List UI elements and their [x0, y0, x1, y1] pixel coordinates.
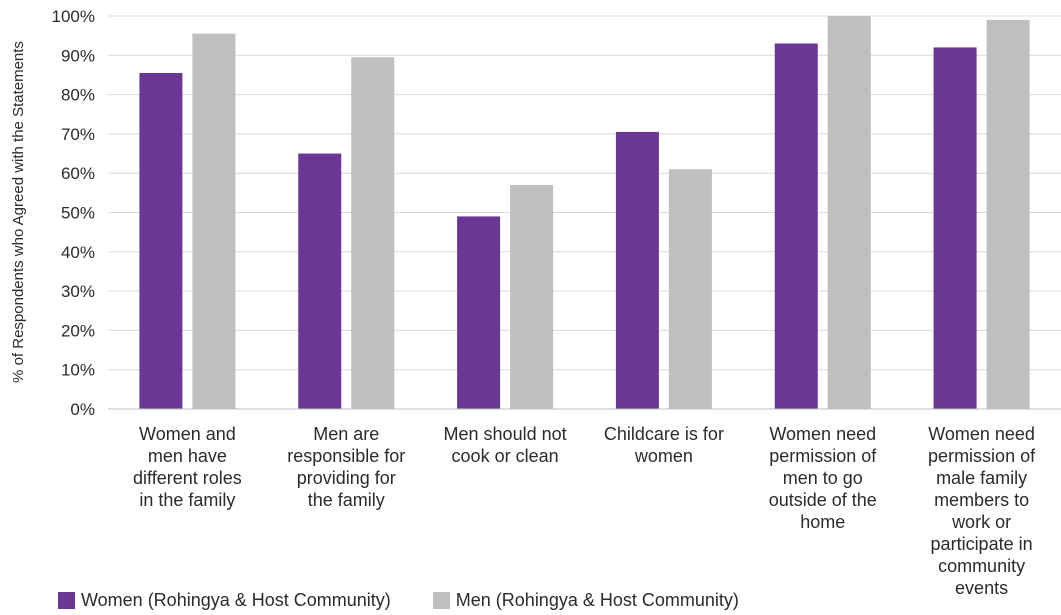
y-tick-label: 50% [61, 204, 95, 223]
y-tick-label: 40% [61, 243, 95, 262]
y-tick-label: 90% [61, 46, 95, 65]
legend-label-men: Men (Rohingya & Host Community) [455, 589, 739, 610]
x-category-label: Women and men have different roles in the f… [133, 424, 242, 510]
y-tick-label: 100% [52, 7, 95, 26]
y-tick-label: 60% [61, 164, 95, 183]
legend: Women (Rohingya & Host Community) Men (R… [58, 588, 781, 612]
gridlines [108, 15, 1061, 371]
y-axis-title: % of Respondents who Agreed with the Sta… [10, 41, 27, 383]
legend-item-men: Men (Rohingya & Host Community) [432, 589, 739, 611]
bar-men [510, 184, 554, 409]
x-category-label: Men should not cook or clean [444, 424, 567, 466]
bar-women [298, 153, 342, 409]
x-category-label: Childcare is for women [604, 424, 724, 466]
x-category-label: Men are responsible for providing for the f… [287, 424, 405, 510]
y-tick-label: 70% [61, 125, 95, 144]
y-tick-label: 30% [61, 282, 95, 301]
y-tick-label: 80% [61, 86, 95, 105]
bar-men [668, 169, 712, 409]
y-tick-label: 10% [61, 361, 95, 380]
bar-women [933, 47, 977, 409]
axes: 0% 10% 20% 30% 40% 50% 60% 70% 80% 90% 100% Women a… [52, 7, 1061, 598]
bar-men [351, 57, 395, 409]
x-category-label: Women need permission of male family member… [928, 424, 1036, 598]
bar-men [192, 33, 236, 410]
legend-swatch-men [432, 591, 450, 609]
bar-women [774, 43, 818, 409]
bars [139, 16, 1030, 410]
bar-women [457, 216, 501, 409]
legend-swatch-women [58, 591, 75, 609]
bar-men [827, 16, 871, 409]
legend-item-women: Women (Rohingya & Host Community) [58, 590, 391, 611]
x-category-label: Women need permission of men to go outside … [769, 424, 878, 532]
y-tick-label: 0% [70, 400, 95, 419]
legend-label-women: Women (Rohingya & Host Community) [81, 589, 391, 610]
y-tick-label: 20% [61, 321, 95, 340]
bar-men [986, 19, 1030, 410]
bar-women [139, 72, 183, 410]
bar-women [615, 131, 659, 409]
